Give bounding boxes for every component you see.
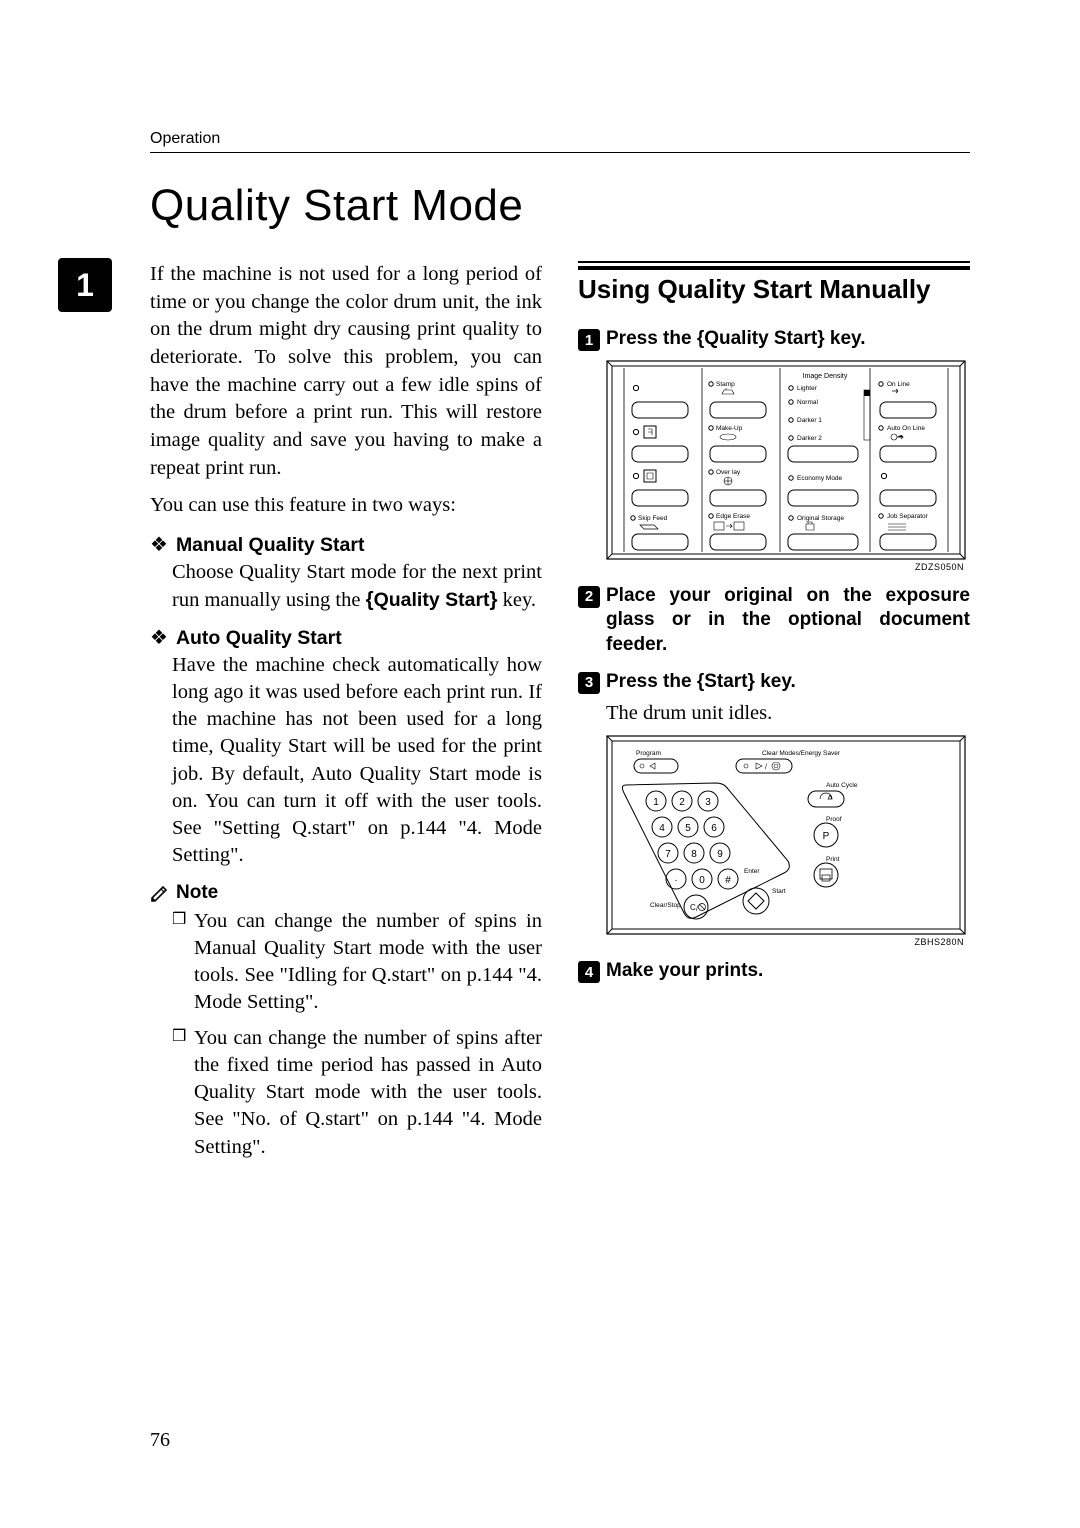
keycap-close: } [748, 671, 755, 692]
svg-text:Over lay: Over lay [716, 469, 741, 476]
page-number: 76 [150, 1429, 170, 1452]
figure-1: Skip Feed Stamp Make-Up [606, 360, 966, 560]
step-4-number: 4 [578, 961, 600, 983]
svg-text:Clear Modes/Energy Saver: Clear Modes/Energy Saver [762, 750, 841, 757]
svg-text:Darker 2: Darker 2 [797, 435, 822, 442]
svg-text:Image Density: Image Density [803, 373, 848, 380]
auto-quality-head: ❖ Auto Quality Start [150, 627, 542, 650]
running-head: Operation [150, 130, 970, 153]
quality-start-key-label: Quality Start [374, 589, 490, 611]
step-3: 3 Press the {Start} key. [578, 670, 970, 695]
svg-text:Normal: Normal [797, 399, 819, 406]
svg-text:Print: Print [826, 856, 840, 863]
manual-body-b: key. [498, 589, 537, 611]
svg-text:/: / [696, 906, 698, 913]
svg-text:Economy Mode: Economy Mode [797, 475, 843, 482]
side-tab: 1 [58, 258, 112, 312]
svg-text:1: 1 [653, 797, 659, 808]
diamond-icon: ❖ [150, 535, 168, 555]
svg-text:8: 8 [691, 849, 697, 860]
svg-text:On Line: On Line [887, 381, 910, 388]
step-1-number: 1 [578, 329, 600, 351]
svg-text:Program: Program [636, 750, 661, 757]
svg-text:Clear/Stop: Clear/Stop [650, 902, 681, 909]
svg-text:7: 7 [665, 849, 671, 860]
note-head: Note [150, 882, 542, 904]
auto-quality-label: Auto Quality Start [176, 627, 342, 650]
panel1-col3: Image Density Lighter Normal Darker 1 Da… [788, 373, 870, 550]
step4-text: Make your prints. [606, 959, 763, 984]
svg-text:Auto On Line: Auto On Line [887, 425, 925, 432]
step2-text: Place your original on the exposure glas… [606, 584, 970, 658]
note-list: You can change the number of spins in Ma… [172, 908, 542, 1161]
step1-text-b: key. [825, 328, 866, 349]
svg-text:Enter: Enter [744, 868, 760, 875]
step-2: 2 Place your original on the exposure gl… [578, 584, 970, 658]
svg-text:Start: Start [772, 888, 786, 895]
step1-key: Quality Start [704, 328, 817, 349]
page-title: Quality Start Mode [150, 181, 970, 231]
keycap-close: } [817, 328, 824, 349]
svg-text:Make-Up: Make-Up [716, 425, 743, 432]
step1-text-a: Press the [606, 328, 697, 349]
svg-text:·: · [674, 875, 677, 886]
section-rule [578, 261, 970, 263]
step-1: 1 Press the {Quality Start} key. [578, 327, 970, 352]
svg-text:Job Separator: Job Separator [887, 513, 929, 520]
keycap-open: { [366, 588, 374, 611]
svg-text:Edge Erase: Edge Erase [716, 513, 750, 520]
fig2-caption: ZBHS280N [914, 937, 964, 947]
svg-text:5: 5 [685, 823, 691, 834]
svg-text:Auto Cycle: Auto Cycle [826, 782, 858, 789]
svg-text:#: # [725, 875, 731, 886]
svg-text:Original Storage: Original Storage [797, 515, 844, 522]
note-item-1: You can change the number of spins in Ma… [172, 908, 542, 1017]
keycap-close: } [490, 588, 498, 611]
step3-follow: The drum unit idles. [606, 702, 970, 725]
auto-quality-body: Have the machine check automatically how… [172, 652, 542, 870]
pencil-icon [150, 883, 170, 903]
panel1-col4: On Line Auto On Line Job Separator [879, 381, 936, 550]
svg-text:6: 6 [711, 823, 717, 834]
fig1-caption: ZDZS050N [915, 562, 964, 572]
svg-text:/: / [765, 764, 767, 771]
svg-text:Proof: Proof [826, 816, 842, 823]
svg-text:9: 9 [717, 849, 723, 860]
note-label: Note [176, 882, 218, 904]
svg-text:3: 3 [705, 797, 711, 808]
left-column: If the machine is not used for a long pe… [150, 261, 542, 1169]
svg-text:2: 2 [679, 797, 685, 808]
step-3-number: 3 [578, 672, 600, 694]
step3-text-b: key. [755, 671, 796, 692]
figure-2: Program Clear Modes/Energy Saver / [606, 735, 966, 935]
manual-quality-head: ❖ Manual Quality Start [150, 534, 542, 557]
step-4: 4 Make your prints. [578, 959, 970, 984]
svg-text:4: 4 [659, 823, 665, 834]
step-2-number: 2 [578, 586, 600, 608]
step3-key: Start [704, 671, 747, 692]
diamond-icon: ❖ [150, 628, 168, 648]
note-item-2: You can change the number of spins after… [172, 1025, 542, 1161]
panel2-side: Auto Cycle Proof P Print [808, 782, 858, 887]
svg-text:Skip Feed: Skip Feed [638, 515, 668, 522]
right-column: Using Quality Start Manually 1 Press the… [578, 261, 970, 1169]
keypad: 1 2 3 4 5 6 7 8 9 · 0 # [622, 783, 789, 919]
svg-text:0: 0 [699, 875, 705, 886]
manual-quality-label: Manual Quality Start [176, 534, 365, 557]
section-title: Using Quality Start Manually [578, 266, 970, 305]
intro-paragraph: If the machine is not used for a long pe… [150, 261, 542, 482]
svg-text:Darker 1: Darker 1 [797, 417, 822, 424]
panel1-col1: Skip Feed [631, 385, 688, 550]
svg-text:Lighter: Lighter [797, 385, 818, 392]
svg-text:Stamp: Stamp [716, 381, 735, 388]
svg-text:P: P [823, 831, 830, 842]
two-ways-text: You can use this feature in two ways: [150, 492, 542, 520]
panel1-col2: Stamp Make-Up Over lay Edge Erase [709, 381, 766, 550]
step3-text-a: Press the [606, 671, 697, 692]
manual-quality-body: Choose Quality Start mode for the next p… [172, 559, 542, 615]
page-content: Operation Quality Start Mode If the mach… [150, 130, 970, 1169]
